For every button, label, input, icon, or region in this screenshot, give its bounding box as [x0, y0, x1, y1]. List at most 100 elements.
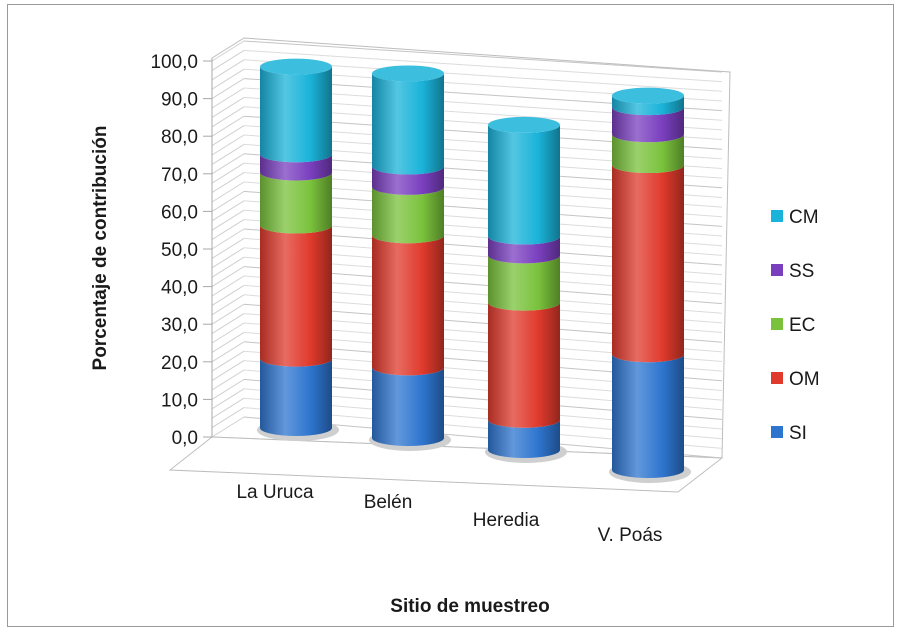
bar-segment-ss: [488, 236, 560, 264]
x-axis-title: Sitio de muestreo: [390, 596, 549, 617]
gridline-minor: [211, 59, 245, 81]
y-axis-title: Porcentaje de contribución: [90, 126, 111, 371]
gridline-minor: [243, 49, 723, 83]
bar-segment-ss: [372, 166, 444, 195]
bar-segment-ec: [488, 255, 560, 311]
y-tick-label: 0,0: [172, 428, 198, 449]
gridline-minor: [211, 49, 245, 71]
legend-swatch: [771, 210, 783, 222]
bar-stack-2: [485, 116, 567, 463]
legend-label: OM: [789, 369, 820, 390]
bar-stack-3: [609, 87, 691, 483]
legend-swatch: [771, 372, 783, 384]
legend-label: SI: [789, 423, 807, 444]
bar-top-cap: [612, 87, 684, 104]
y-tick-label: 100,0: [150, 52, 198, 73]
gridline-minor: [211, 322, 245, 344]
bar-segment-om: [488, 302, 560, 428]
bar-top-cap: [260, 58, 332, 75]
gridline-minor: [211, 313, 245, 335]
legend: CM SS EC OM SI: [771, 207, 820, 444]
y-tick-label: 90,0: [161, 90, 198, 111]
y-tick-label: 80,0: [161, 127, 198, 148]
gridline-minor: [211, 256, 245, 278]
gridline-minor: [211, 87, 245, 109]
gridline-major: [211, 266, 245, 288]
gridline-major: [211, 190, 245, 212]
bars: [257, 58, 691, 483]
x-tick-label: V. Poás: [598, 525, 663, 546]
bar-segment-cm: [488, 124, 560, 245]
x-tick-label: Belén: [364, 492, 413, 513]
gridline-minor: [211, 172, 245, 194]
bar-segment-si: [612, 354, 684, 478]
legend-item-si: SI: [771, 423, 807, 444]
gridline-minor: [211, 284, 245, 306]
gridline-major: [211, 228, 245, 250]
gridline-major: [243, 40, 723, 73]
gridline-minor: [211, 68, 245, 90]
legend-label: CM: [789, 207, 819, 228]
legend-item-ec: EC: [771, 315, 815, 336]
y-axis-ticks: 0,0 10,0 20,0 30,0 40,0 50,0 60,0 70,0 80,0 90,0 1…: [150, 52, 212, 449]
bar-segment-cm: [612, 95, 684, 116]
y-tick-label: 50,0: [161, 240, 198, 261]
gridline-minor: [211, 275, 245, 297]
x-tick-label: Heredia: [473, 510, 540, 531]
gridline-minor: [211, 397, 245, 419]
gridline-minor: [211, 162, 245, 184]
gridline-minor: [211, 219, 245, 241]
gridline-major: [211, 78, 245, 100]
y-tick-label: 20,0: [161, 353, 198, 374]
legend-swatch: [771, 264, 783, 276]
gridline-major: [211, 378, 245, 400]
gridline-major: [211, 115, 245, 137]
legend-item-cm: CM: [771, 207, 819, 228]
gridline-major: [211, 40, 245, 62]
bar-segment-ss: [612, 107, 684, 143]
gridline-major: [211, 153, 245, 175]
gridline-major: [211, 341, 245, 363]
gridline-minor: [211, 350, 245, 372]
bar-segment-cm: [372, 73, 444, 175]
gridline-minor: [211, 331, 245, 353]
bar-segment-cm: [260, 66, 332, 163]
legend-label: EC: [789, 315, 815, 336]
y-tick-label: 30,0: [161, 315, 198, 336]
bar-segment-si: [260, 358, 332, 436]
bar-stack-0: [257, 58, 339, 441]
gridline-minor: [211, 209, 245, 231]
gridline-minor: [211, 360, 245, 382]
bar-top-cap: [372, 65, 444, 82]
legend-swatch: [771, 426, 783, 438]
gridline-minor: [211, 237, 245, 259]
gridline-minor: [211, 143, 245, 165]
bar-segment-ec: [612, 134, 684, 174]
y-tick-label: 10,0: [161, 390, 198, 411]
x-axis-ticks: La Uruca Belén Heredia V. Poás: [236, 482, 662, 546]
gridline-minor: [211, 388, 245, 410]
bar-segment-si: [372, 367, 444, 446]
gridline-minor: [211, 134, 245, 156]
y-tick-label: 60,0: [161, 202, 198, 223]
legend-item-om: OM: [771, 369, 820, 390]
bar-top-cap: [488, 116, 560, 133]
gridline-minor: [211, 181, 245, 203]
gridline-minor: [211, 294, 245, 316]
legend-label: SS: [789, 261, 814, 282]
bar-segment-ec: [260, 172, 332, 234]
bar-segment-ss: [260, 154, 332, 181]
y-tick-label: 70,0: [161, 165, 198, 186]
bar-segment-ec: [372, 186, 444, 244]
gridline-minor: [211, 200, 245, 222]
bar-stack-1: [369, 65, 451, 451]
bar-segment-om: [260, 225, 332, 367]
gridline-major: [211, 303, 245, 325]
bar-segment-om: [372, 235, 444, 376]
legend-swatch: [771, 318, 783, 330]
x-tick-label: La Uruca: [236, 482, 314, 503]
gridline-minor: [211, 96, 245, 118]
gridline-minor: [211, 125, 245, 147]
gridline-major: [211, 416, 245, 438]
